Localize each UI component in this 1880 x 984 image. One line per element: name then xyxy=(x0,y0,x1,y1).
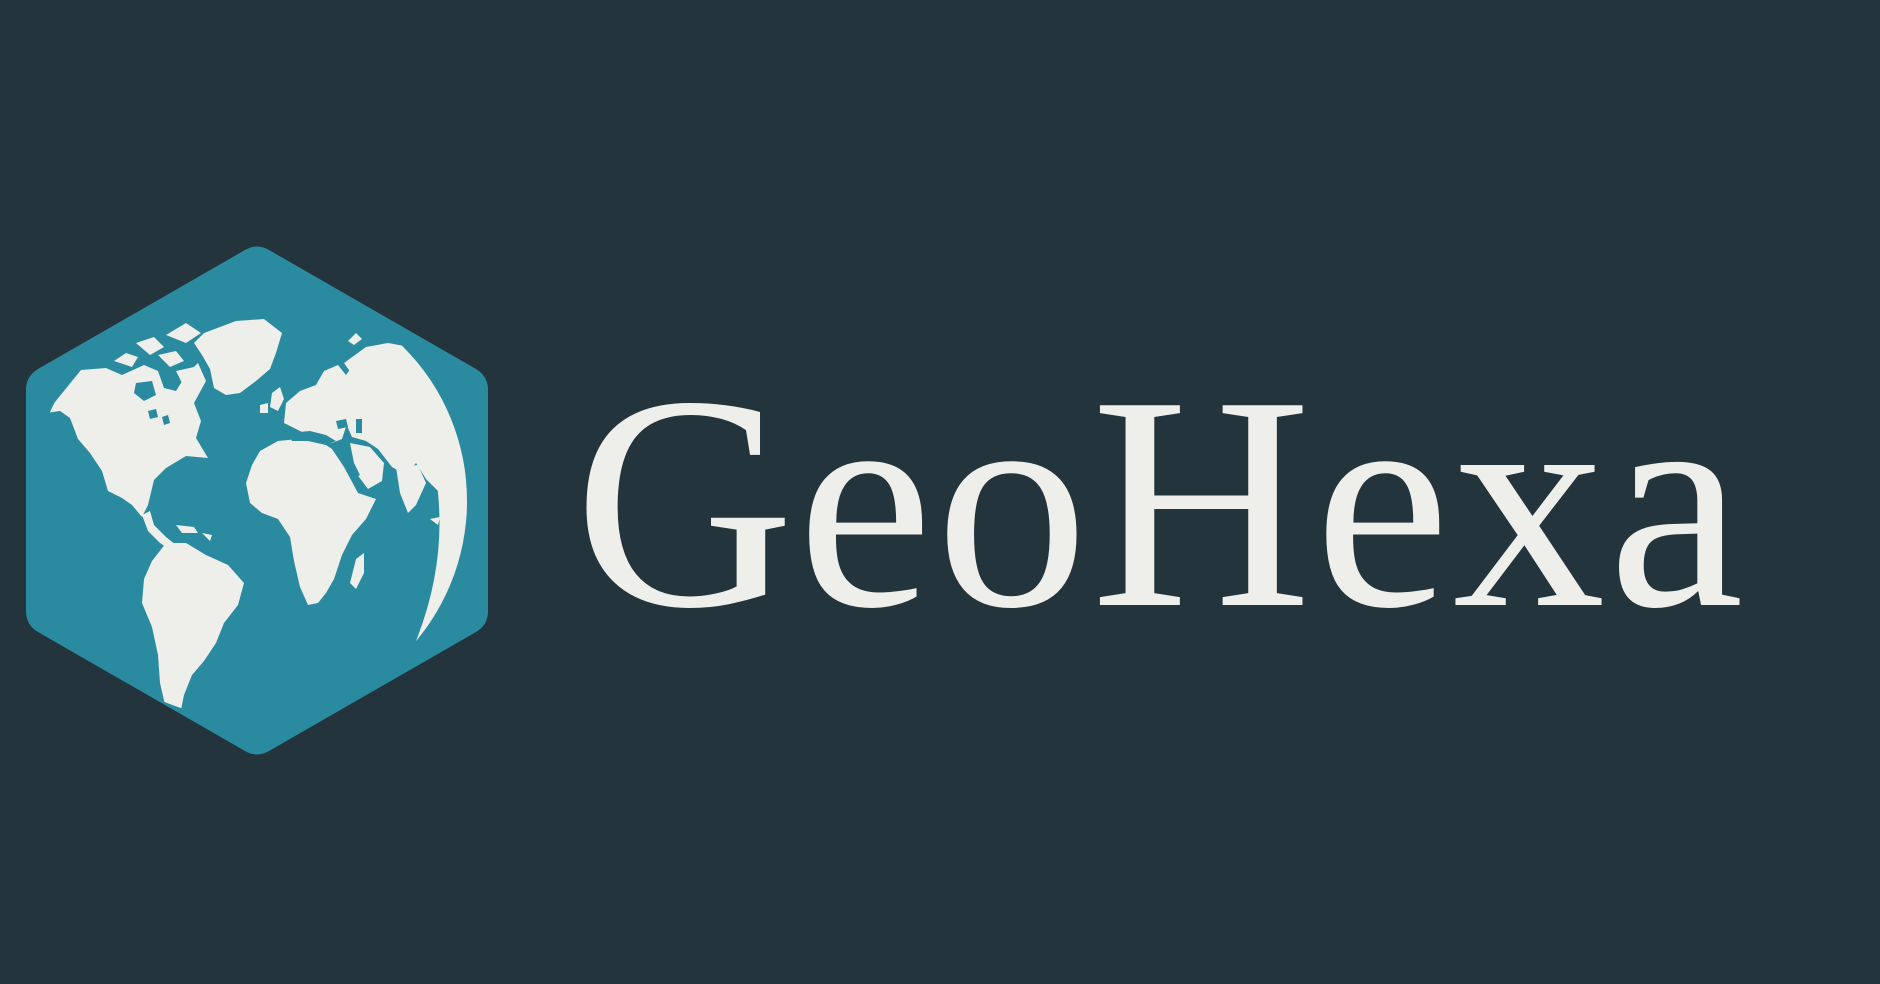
arctic-islands-shape xyxy=(114,323,201,383)
southeast-asia-islands-shape xyxy=(430,493,467,525)
caribbean-shape xyxy=(176,525,212,541)
south-america-shape xyxy=(142,543,244,719)
india-shape xyxy=(396,465,426,513)
central-america-shape xyxy=(142,511,176,551)
africa-shape xyxy=(246,439,376,605)
black-caspian-sea-shape xyxy=(336,419,362,433)
iceland-shape xyxy=(240,365,258,377)
mediterranean-shape xyxy=(288,431,336,445)
arabia-shape xyxy=(350,443,384,489)
red-sea-shape xyxy=(344,451,360,477)
north-america-shape xyxy=(46,363,208,517)
brand-wordmark: GeoHexa xyxy=(574,333,1747,671)
hudson-bay-shape xyxy=(134,381,156,401)
madagascar-shape xyxy=(350,553,364,589)
great-lakes-shape xyxy=(148,409,170,425)
hexagon-globe-icon xyxy=(26,243,488,758)
british-isles-shape xyxy=(260,387,284,413)
greenland-shape xyxy=(194,319,282,395)
